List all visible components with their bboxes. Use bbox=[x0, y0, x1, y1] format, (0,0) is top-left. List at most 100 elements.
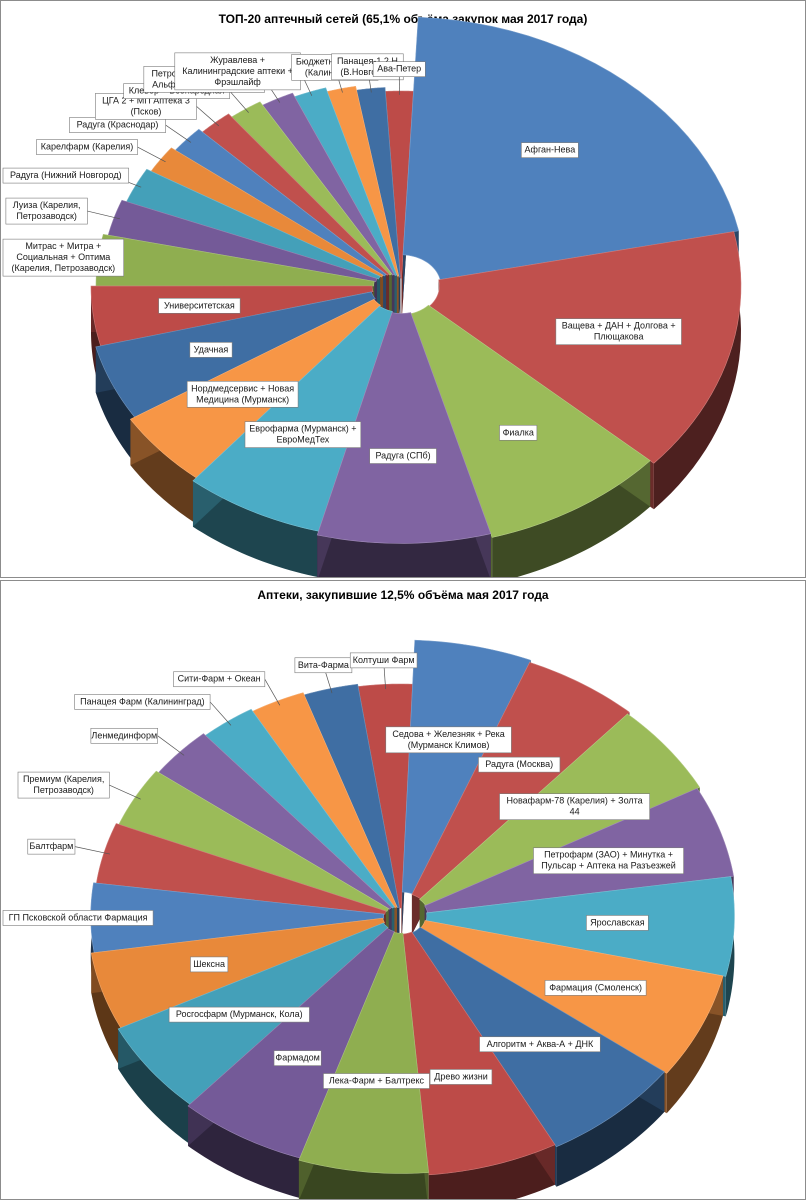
data-label-text: Социальная + Оптима bbox=[16, 252, 110, 262]
data-label: Еврофарма (Мурманск) +ЕвроМедТех bbox=[244, 421, 362, 448]
data-label-text: ГП Псковской области Фармация bbox=[9, 912, 148, 922]
data-label: Университетская bbox=[158, 297, 241, 314]
data-label: Вита-Фарма bbox=[294, 657, 353, 674]
data-label: Премиум (Карелия,Петрозаводск) bbox=[17, 771, 110, 799]
data-label-text: Ава-Петер bbox=[377, 64, 421, 74]
data-label: Седова + Железняк + Река(Мурманск Климов… bbox=[385, 726, 512, 754]
data-label-text: (Карелия, Петрозаводск) bbox=[12, 263, 116, 273]
data-label-text: Радуга (Нижний Новгород) bbox=[10, 170, 122, 180]
leader-line bbox=[109, 784, 141, 800]
data-label-text: Университетская bbox=[164, 300, 235, 310]
data-label-text: Колтуши Фарм bbox=[353, 655, 415, 665]
data-label-text: Ленмединформ bbox=[91, 730, 157, 740]
data-label: Ярославская bbox=[586, 915, 649, 931]
data-label: Радуга (Краснодар) bbox=[69, 117, 166, 133]
data-label-text: Журавлева + bbox=[210, 55, 265, 65]
data-label: Радуга (Москва) bbox=[478, 756, 561, 773]
data-label: Древо жизни bbox=[429, 1069, 493, 1085]
data-label: Росгосфарм (Мурманск, Кола) bbox=[168, 1006, 310, 1023]
data-label: Петрофарм (ЗАО) + Минутка +Пульсар + Апт… bbox=[533, 847, 684, 875]
data-label-text: Радуга (СПб) bbox=[375, 451, 430, 461]
data-label-text: Калининградские аптеки + bbox=[182, 66, 293, 76]
leader-line bbox=[264, 679, 281, 706]
chart-title-top: ТОП-20 аптечный сетей (65,1% объёма заку… bbox=[218, 12, 588, 26]
data-label-text: Луиза (Карелия, bbox=[13, 200, 81, 210]
data-label: Удачная bbox=[189, 342, 233, 358]
data-label-text: (Псков) bbox=[131, 106, 162, 116]
pie-chart-bottom: Седова + Железняк + Река(Мурманск Климов… bbox=[2, 639, 735, 1199]
data-label: Ава-Петер bbox=[372, 61, 426, 77]
pie-slice-bottom-8 bbox=[298, 932, 429, 1199]
data-label-text: Удачная bbox=[194, 344, 229, 354]
pie-slice-top-3 bbox=[316, 312, 492, 577]
pie-slice-bottom-7 bbox=[402, 931, 556, 1199]
data-label-text: Древо жизни bbox=[434, 1071, 487, 1081]
leader-line bbox=[157, 735, 185, 756]
data-label: Балтфарм bbox=[27, 838, 76, 855]
chart-title-bottom: Аптеки, закупившие 12,5% объёма мая 2017… bbox=[257, 588, 549, 602]
data-label-text: Петрофарм (ЗАО) + Минутка + bbox=[544, 850, 673, 860]
data-label-text: Фармадом bbox=[275, 1053, 320, 1063]
data-label: Фармация (Смоленск) bbox=[544, 980, 647, 996]
data-label: Алгоритм + Аква-А + ДНК bbox=[479, 1036, 601, 1053]
data-label: Фиалка bbox=[499, 424, 538, 441]
data-label-text: Пульсар + Аптека на Разъезжей bbox=[541, 861, 676, 871]
data-label: Сити-Фарм + Океан bbox=[173, 671, 266, 688]
data-label-text: (Мурманск Климов) bbox=[408, 740, 490, 750]
leader-line bbox=[196, 106, 220, 127]
data-label-text: Фрэшлайф bbox=[214, 77, 261, 87]
data-label-text: 44 bbox=[570, 807, 580, 817]
data-label-text: Балтфарм bbox=[29, 841, 73, 851]
data-label: Панацея Фарм (Калининград) bbox=[74, 694, 211, 710]
data-label-text: Премиум (Карелия, bbox=[23, 774, 104, 784]
leader-line bbox=[229, 90, 249, 113]
data-label: Журавлева +Калининградские аптеки +Фрэшл… bbox=[174, 52, 301, 91]
data-label-text: Вита-Фарма bbox=[298, 660, 349, 670]
data-label-text: Фармация (Смоленск) bbox=[549, 982, 642, 992]
data-label-text: Алгоритм + Аква-А + ДНК bbox=[487, 1039, 594, 1049]
data-label-text: Росгосфарм (Мурманск, Кола) bbox=[176, 1009, 303, 1019]
data-label: Луиза (Карелия,Петрозаводск) bbox=[5, 197, 88, 225]
data-label-text: Ярославская bbox=[590, 917, 645, 927]
chart-panel-bottom: Аптеки, закупившие 12,5% объёма мая 2017… bbox=[0, 580, 806, 1200]
leader-line bbox=[74, 846, 110, 855]
data-label: Шексна bbox=[190, 956, 229, 973]
data-label: Митрас + Митра +Социальная + Оптима(Каре… bbox=[2, 238, 124, 277]
data-label: Ващева + ДАН + Долгова +Плющакова bbox=[555, 318, 682, 345]
data-label: Афган-Нева bbox=[521, 142, 579, 158]
data-label-text: Седова + Железняк + Река bbox=[392, 729, 504, 739]
data-label-text: Медицина (Мурманск) bbox=[196, 394, 289, 404]
data-label: Лека-Фарм + Балтрекс bbox=[323, 1073, 430, 1089]
data-label: Колтуши Фарм bbox=[349, 652, 418, 669]
leader-line bbox=[209, 701, 232, 726]
data-label-text: Карелфарм (Карелия) bbox=[41, 142, 133, 152]
data-label-text: Радуга (Москва) bbox=[485, 759, 553, 769]
data-label-text: Петрозаводск) bbox=[33, 785, 94, 795]
data-label-text: Фиалка bbox=[503, 427, 534, 437]
data-label-text: Митрас + Митра + bbox=[25, 241, 101, 251]
leader-line bbox=[137, 146, 166, 163]
data-label-text: Панацея Фарм (Калининград) bbox=[80, 696, 204, 706]
data-label: Радуга (Нижний Новгород) bbox=[2, 167, 129, 184]
data-label-text: ЦГА 2 + МП Аптека 3 bbox=[102, 95, 190, 105]
data-label: Ленмединформ bbox=[90, 727, 158, 744]
data-label-text: Сити-Фарм + Океан bbox=[178, 674, 261, 684]
chart-panel-top: ТОП-20 аптечный сетей (65,1% объёма заку… bbox=[0, 0, 806, 578]
data-label-text: Панацея-1,2,Н bbox=[337, 56, 398, 66]
data-label: Радуга (СПб) bbox=[369, 448, 437, 464]
leader-line bbox=[165, 124, 192, 143]
data-label-text: Ващева + ДАН + Долгова + bbox=[562, 321, 676, 331]
data-label-text: Плющакова bbox=[594, 332, 644, 342]
data-label-text: ЕвроМедТех bbox=[277, 435, 330, 445]
data-label-text: Еврофарма (Мурманск) + bbox=[249, 424, 356, 434]
data-label: ГП Псковской области Фармация bbox=[2, 910, 154, 926]
data-label: Фармадом bbox=[273, 1050, 322, 1066]
data-label-text: (В.Новгород) bbox=[340, 67, 394, 77]
data-label-text: Петрозаводск) bbox=[16, 211, 77, 221]
pie-chart-top: Афган-Нева Ващева + ДАН + Долгова +Плющак… bbox=[2, 16, 742, 577]
data-label-text: Лека-Фарм + Балтрекс bbox=[329, 1076, 425, 1086]
data-label-text: Новафарм-78 (Карелия) + Золта bbox=[506, 796, 642, 806]
data-label-text: Нордмедсервис + Новая bbox=[191, 383, 294, 393]
